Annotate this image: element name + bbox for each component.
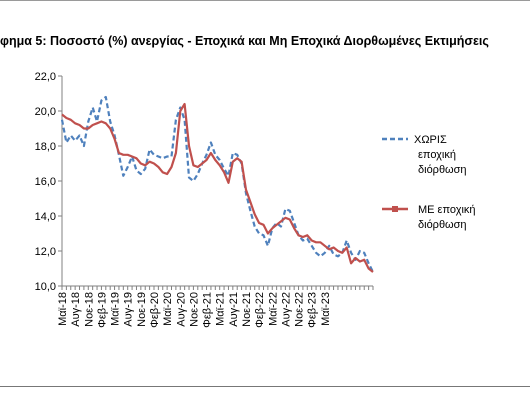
series-adjusted-line xyxy=(61,102,374,273)
chart-axes: 10,0 12,0 14,0 16,0 18,0 20,0 22,0 Μαϊ-18 Αυγ-18… xyxy=(35,71,374,328)
bottom-rule xyxy=(0,386,530,387)
legend-label: ΜΕ εποχική διόρθωση xyxy=(418,204,476,231)
legend-label: ΧΩΡΙΣ εποχική διόρθωση xyxy=(414,134,467,176)
figure-title: φημα 5: Ποσοστό (%) ανεργίας - Εποχικά κ… xyxy=(0,34,489,48)
y-tick-label: 12,0 xyxy=(35,246,56,258)
x-tick-label: Νοε-19 xyxy=(136,292,148,327)
chart-series xyxy=(60,95,374,273)
x-tick-label: Νοε-22 xyxy=(294,292,306,327)
y-tick-label: 14,0 xyxy=(35,211,56,223)
y-tick-label: 18,0 xyxy=(35,141,56,153)
x-tick-label: Αυγ-22 xyxy=(280,292,292,327)
x-tick-label: Αυγ-20 xyxy=(175,292,187,327)
x-tick-label: Φεβ-23 xyxy=(307,292,319,328)
legend-marker xyxy=(392,206,398,212)
chart-legend: ΧΩΡΙΣ εποχική διόρθωση ΜΕ εποχική διόρθωση xyxy=(382,134,476,231)
y-tick-label: 16,0 xyxy=(35,176,56,188)
x-tick-label: Αυγ-18 xyxy=(70,292,82,327)
x-tick-label: Μαϊ-20 xyxy=(162,292,174,326)
x-tick-label: Φεβ-20 xyxy=(149,292,161,328)
x-tick-label: Μαϊ-19 xyxy=(110,292,122,326)
x-tick-label: Αυγ-21 xyxy=(228,292,240,327)
series-unadjusted-line xyxy=(60,95,374,273)
y-tick-label: 22,0 xyxy=(35,71,56,83)
x-tick-label: Νοε-18 xyxy=(83,292,95,327)
x-tick-label: Μαϊ-18 xyxy=(57,292,69,326)
x-tick-label: Νοε-21 xyxy=(241,292,253,327)
x-tick-label: Νοε-20 xyxy=(188,292,200,327)
x-tick-label: Μαϊ-22 xyxy=(267,292,279,326)
y-tick-label: 10,0 xyxy=(35,281,56,293)
x-tick-label: Φεβ-21 xyxy=(202,292,214,328)
x-tick-label: Μαϊ-23 xyxy=(320,292,332,326)
x-tick-label: Φεβ-19 xyxy=(96,292,108,328)
top-rule xyxy=(0,0,530,1)
x-tick-label: Αυγ-19 xyxy=(123,292,135,327)
y-tick-label: 20,0 xyxy=(35,106,56,118)
x-tick-label: Μαϊ-21 xyxy=(215,292,227,326)
x-tick-label: Φεβ-22 xyxy=(254,292,266,328)
